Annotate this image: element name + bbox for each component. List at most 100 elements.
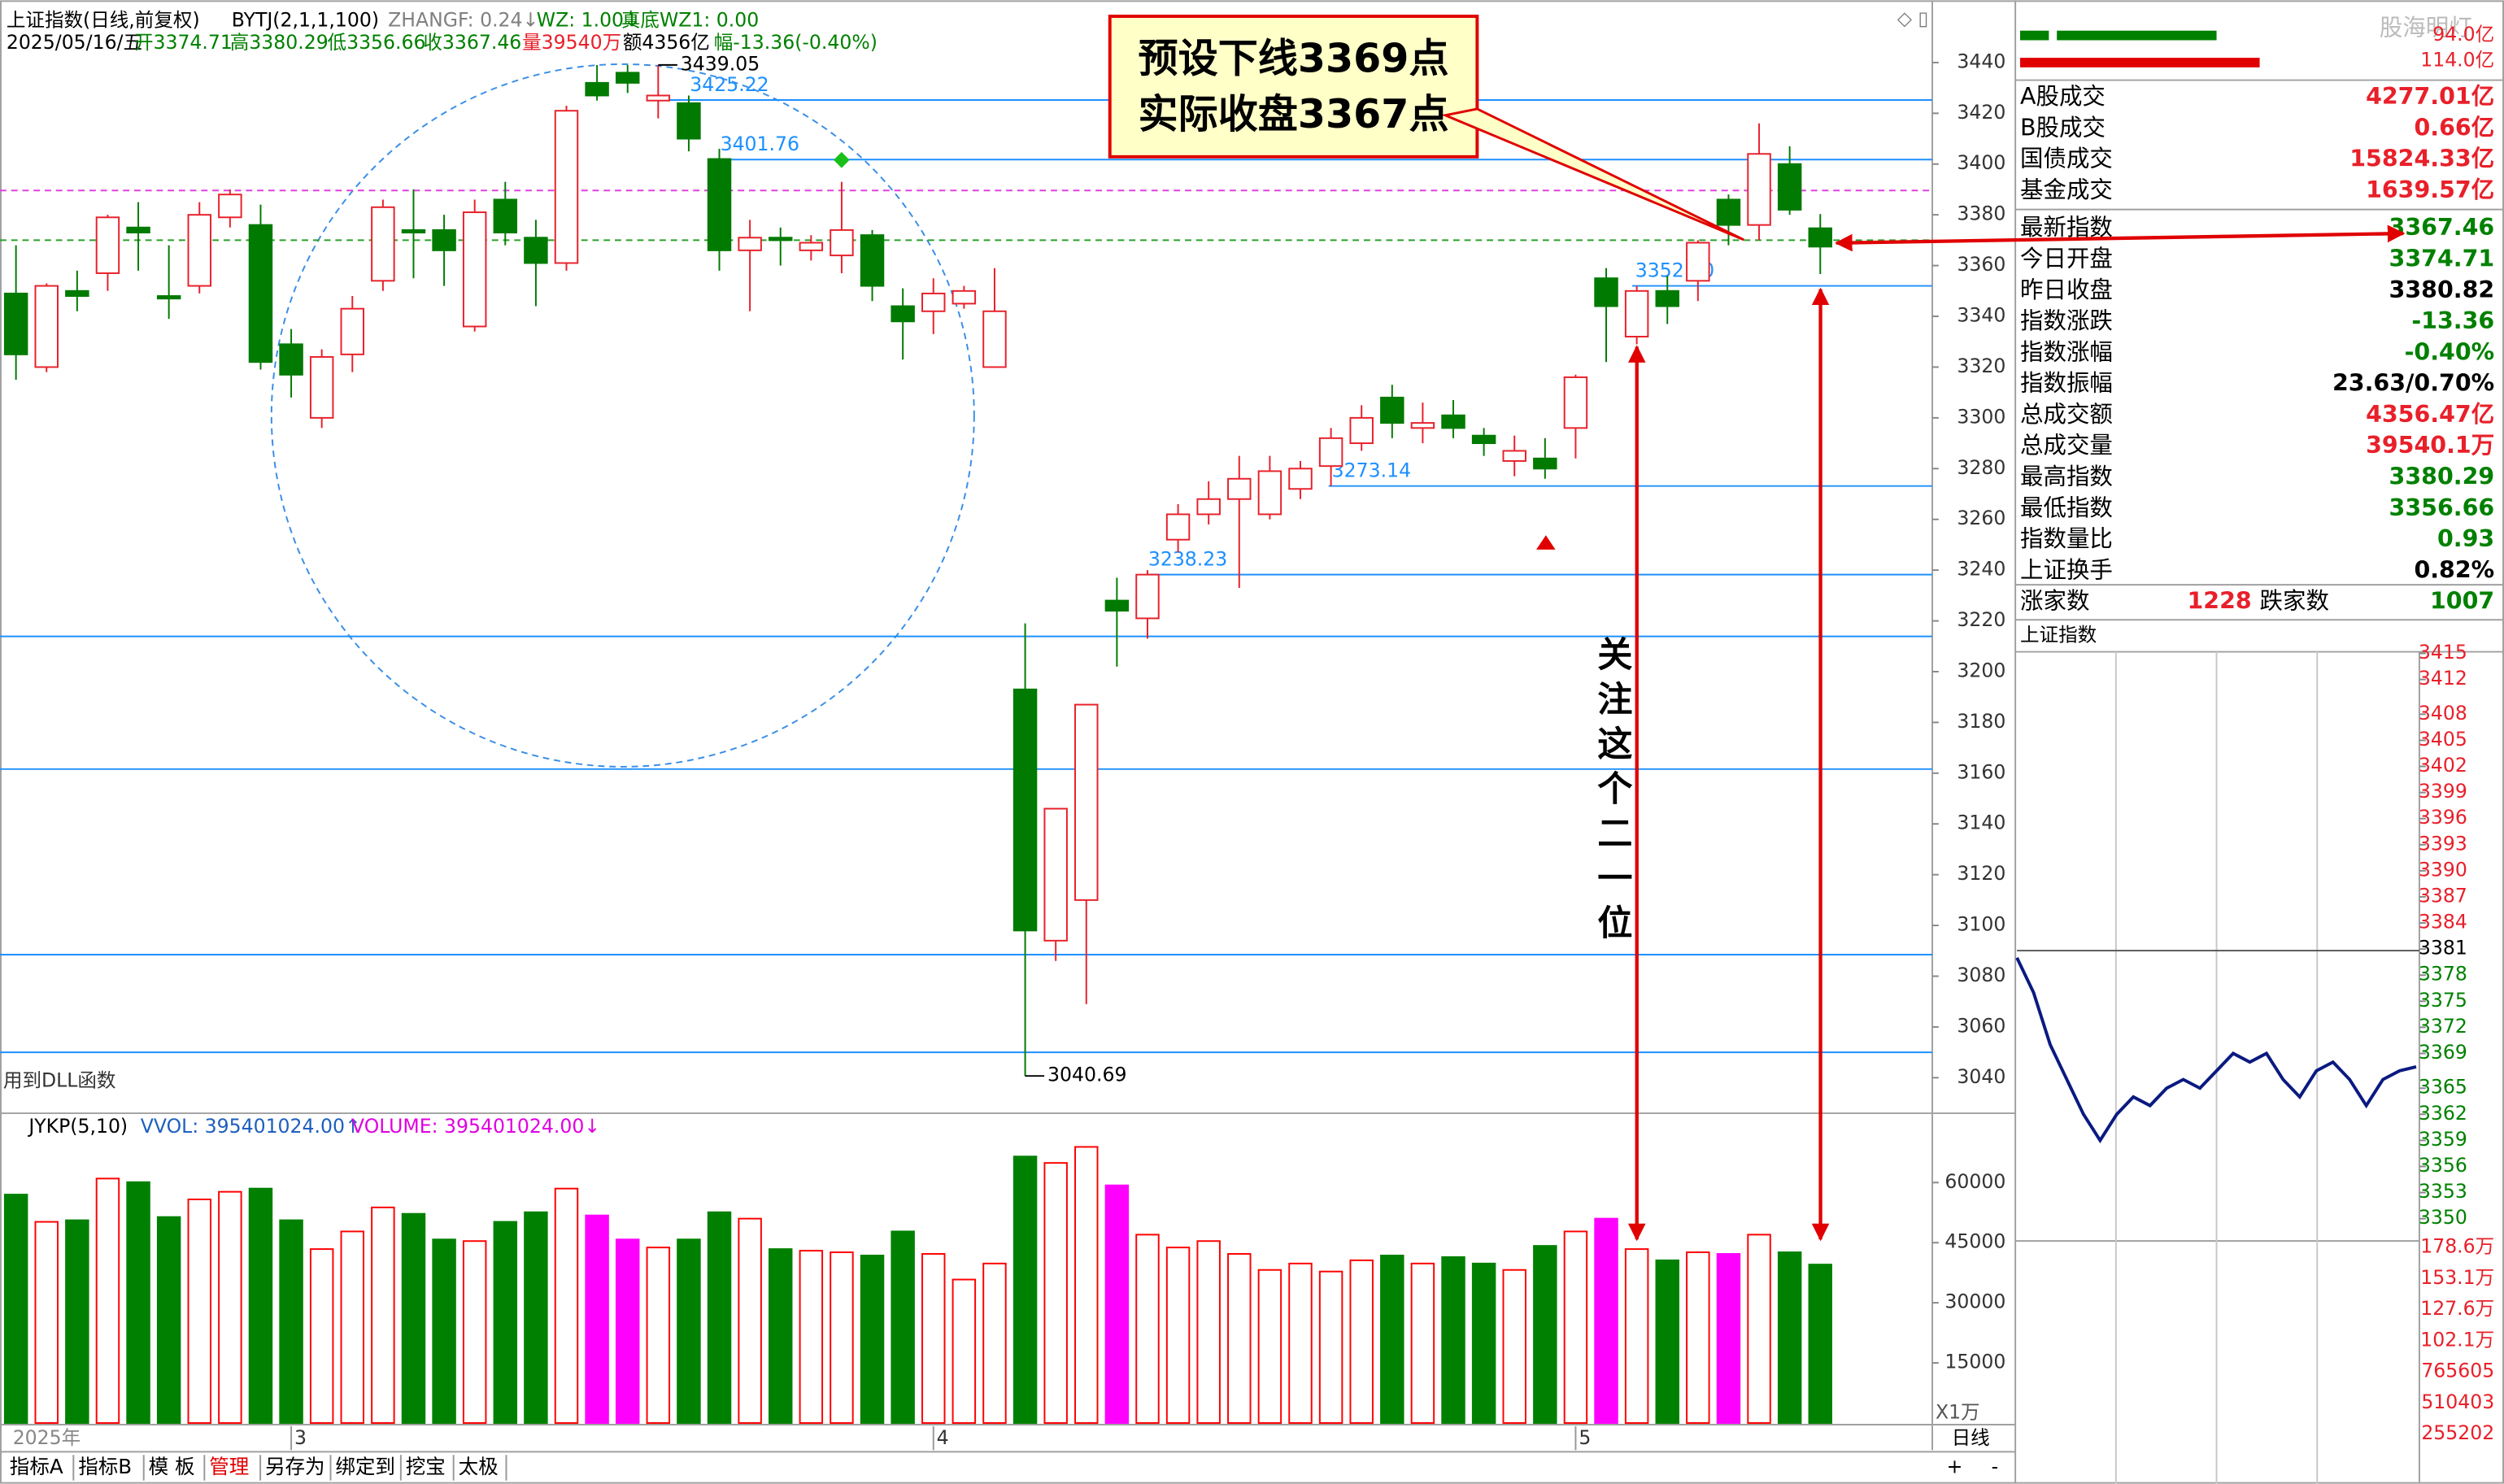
y-tick-label: 3393 bbox=[2419, 832, 2467, 855]
tab[interactable]: 太极 bbox=[459, 1455, 499, 1478]
chart-layer: 上证指数(日线,前复权) BYTJ(2,1,1,100) ZHANGF: 0.24↓… bbox=[0, 8, 2495, 1481]
note: 用到DLL函数 bbox=[3, 1068, 116, 1091]
y-tick-label: 3400 bbox=[1957, 151, 2005, 174]
volume-bar bbox=[1502, 1269, 1526, 1424]
volume-tick-label: 510403 bbox=[2421, 1390, 2494, 1413]
y-tick-label: 3420 bbox=[1957, 101, 2005, 124]
volume-bar bbox=[554, 1187, 579, 1424]
candle-body bbox=[65, 289, 89, 298]
panel-label: 总成交量 bbox=[2020, 432, 2113, 459]
header-item: 上证指数(日线,前复权) bbox=[7, 8, 200, 31]
candle-body bbox=[1594, 277, 1618, 307]
panel-value: 0.66亿 bbox=[2414, 114, 2494, 141]
panel-label: 昨日收盘 bbox=[2020, 276, 2113, 303]
y-tick-label: 3408 bbox=[2419, 702, 2467, 725]
reference-label: 3401.76 bbox=[721, 133, 799, 155]
candle-body bbox=[3, 292, 28, 355]
volume-bar bbox=[1594, 1217, 1618, 1424]
volume-bar bbox=[982, 1262, 1007, 1424]
volume-tick-label: 178.6万 bbox=[2420, 1234, 2494, 1257]
header-item: BYTJ(2,1,1,100) bbox=[232, 8, 379, 31]
y-tick-label: 3060 bbox=[1957, 1014, 2005, 1037]
candle-body bbox=[1380, 396, 1404, 424]
y-tick-label: 3353 bbox=[2419, 1180, 2467, 1203]
x-tick-label: 5 bbox=[1579, 1426, 1591, 1449]
candle-body bbox=[891, 305, 915, 323]
y-tick-label: 3120 bbox=[1957, 862, 2005, 885]
volume-bar bbox=[1747, 1234, 1771, 1424]
y-tick-label: 3365 bbox=[2419, 1076, 2467, 1099]
volume-bar bbox=[95, 1177, 120, 1424]
volume-bar bbox=[1777, 1251, 1802, 1424]
candle-body bbox=[1502, 450, 1526, 462]
header-item: 开3374.71 bbox=[134, 31, 233, 54]
zoom-in[interactable]: + bbox=[1947, 1455, 1963, 1477]
panel-value: 3367.46 bbox=[2389, 214, 2495, 241]
panel-value: -0.40% bbox=[2405, 338, 2495, 365]
volume-bar bbox=[1288, 1262, 1313, 1424]
volume-bar bbox=[524, 1211, 548, 1424]
candle-body bbox=[34, 285, 59, 368]
tab[interactable]: 指标A bbox=[10, 1455, 63, 1478]
volume-bar bbox=[860, 1255, 885, 1424]
top-value: 114.0亿 bbox=[2420, 49, 2494, 72]
breadth-label: 涨家数 bbox=[2020, 588, 2089, 615]
candle-body bbox=[1563, 376, 1588, 429]
volume-bar bbox=[156, 1216, 181, 1424]
reference-label: 3238.23 bbox=[1148, 547, 1227, 570]
window-icons[interactable]: ◇ ▯ bbox=[1897, 7, 1929, 29]
candle-body bbox=[126, 226, 150, 234]
volume-bar bbox=[1655, 1259, 1679, 1424]
tab[interactable]: 绑定到 bbox=[335, 1455, 395, 1478]
candle-body bbox=[462, 211, 487, 328]
y-tick-label: 3100 bbox=[1957, 913, 2005, 936]
candle-body bbox=[860, 234, 885, 287]
zoom-out[interactable]: - bbox=[1992, 1455, 1999, 1477]
tab[interactable]: 模 板 bbox=[149, 1455, 195, 1478]
candle-body bbox=[1288, 468, 1313, 490]
candle-body bbox=[1624, 289, 1649, 337]
tab[interactable]: 挖宝 bbox=[406, 1455, 446, 1478]
candle-body bbox=[1043, 807, 1068, 942]
panel-value: 3356.66 bbox=[2389, 494, 2495, 521]
panel-label: 指数涨幅 bbox=[2020, 338, 2113, 365]
tab[interactable]: 管理 bbox=[209, 1455, 249, 1478]
y-tick-label: 3140 bbox=[1957, 812, 2005, 834]
breadth-label: 跌家数 bbox=[2260, 588, 2329, 615]
y-tick-label: 3378 bbox=[2419, 963, 2467, 986]
volume-bar bbox=[1257, 1269, 1282, 1424]
volume-bar bbox=[585, 1214, 609, 1424]
volume-tick-label: 102.1万 bbox=[2420, 1328, 2494, 1351]
candle-body bbox=[1257, 470, 1282, 516]
header-item: 高3380.29 bbox=[230, 31, 329, 54]
volume-bar bbox=[401, 1212, 426, 1424]
volume-bar bbox=[279, 1219, 303, 1424]
y-tick-label: 3405 bbox=[2419, 728, 2467, 751]
candle-body bbox=[432, 228, 456, 251]
y-tick-label: 3359 bbox=[2419, 1128, 2467, 1151]
intraday-title: 上证指数 bbox=[2020, 623, 2097, 646]
volume-bar bbox=[34, 1221, 59, 1424]
period[interactable]: 日线 bbox=[1952, 1426, 1990, 1449]
candle-body bbox=[646, 94, 671, 102]
volume-header: VVOL: 395401024.00↑ bbox=[141, 1115, 361, 1138]
candle-body bbox=[309, 355, 334, 419]
x-tick-label: 4 bbox=[937, 1426, 949, 1449]
y-tick-label: 3402 bbox=[2419, 754, 2467, 777]
candle-body bbox=[769, 237, 793, 242]
candle-body bbox=[615, 72, 640, 84]
volume-bar bbox=[493, 1221, 518, 1424]
volume-bar bbox=[1074, 1146, 1099, 1424]
panel-value: 39540.1万 bbox=[2366, 432, 2494, 459]
candle-body bbox=[1686, 242, 1710, 282]
tab[interactable]: 指标B bbox=[78, 1455, 132, 1478]
volume-bar bbox=[1135, 1234, 1160, 1424]
candle-body bbox=[371, 206, 395, 282]
volume-bar bbox=[646, 1247, 671, 1424]
volume-bar bbox=[1318, 1270, 1343, 1424]
bar-deco bbox=[2020, 58, 2260, 67]
annotation-line: 实际收盘3367点 bbox=[1139, 90, 1449, 137]
candle-body bbox=[95, 216, 120, 274]
tab[interactable]: 另存为 bbox=[265, 1455, 325, 1478]
y-tick-label: 3380 bbox=[1957, 202, 2005, 225]
